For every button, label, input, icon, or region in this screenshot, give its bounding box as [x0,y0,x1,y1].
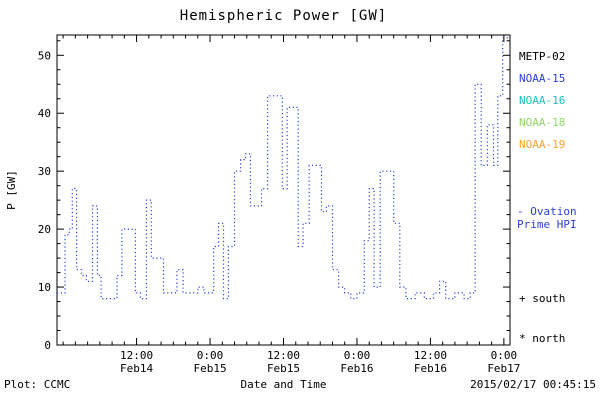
timestamp: 2015/02/17 00:45:15 [470,378,596,391]
satellite-legend: METP-02 NOAA-15 NOAA-16 NOAA-18 NOAA-19 [519,46,565,156]
svg-text:Feb15: Feb15 [193,362,226,375]
legend-item-metp-02: METP-02 [519,50,566,63]
ovation-hpi-line [57,37,510,300]
svg-text:Feb17: Feb17 [487,362,520,375]
svg-text:12:00: 12:00 [414,349,447,362]
south-marker-label: + south [519,292,566,305]
y-axis-label: P [GW] [5,170,18,210]
svg-text:0:00: 0:00 [491,349,518,362]
svg-text:30: 30 [38,165,51,178]
svg-text:12:00: 12:00 [120,349,153,362]
svg-text:10: 10 [38,281,51,294]
svg-text:50: 50 [38,49,51,62]
north-marker-label: * north [519,332,566,345]
legend-item-noaa-18: NOAA-18 [519,116,566,129]
chart-title: Hemispheric Power [GW] [179,8,388,24]
model-legend-line2: Prime HPI [517,218,577,231]
x-axis-label: Date and Time [240,378,327,391]
plot-credit: Plot: CCMC [4,378,71,391]
svg-text:0:00: 0:00 [197,349,224,362]
legend-item-noaa-15: NOAA-15 [519,72,566,85]
svg-text:20: 20 [38,223,51,236]
svg-text:12:00: 12:00 [267,349,300,362]
model-legend: - Ovation Prime HPI [517,205,577,231]
legend-item-noaa-19: NOAA-19 [519,138,566,151]
svg-text:0: 0 [44,339,51,352]
legend-item-noaa-16: NOAA-16 [519,94,566,107]
svg-text:0:00: 0:00 [344,349,371,362]
svg-text:40: 40 [38,107,51,120]
model-legend-line1: - Ovation [517,205,577,218]
svg-text:Feb14: Feb14 [120,362,153,375]
svg-text:Feb16: Feb16 [340,362,373,375]
svg-text:Feb16: Feb16 [414,362,447,375]
svg-text:Feb15: Feb15 [267,362,300,375]
